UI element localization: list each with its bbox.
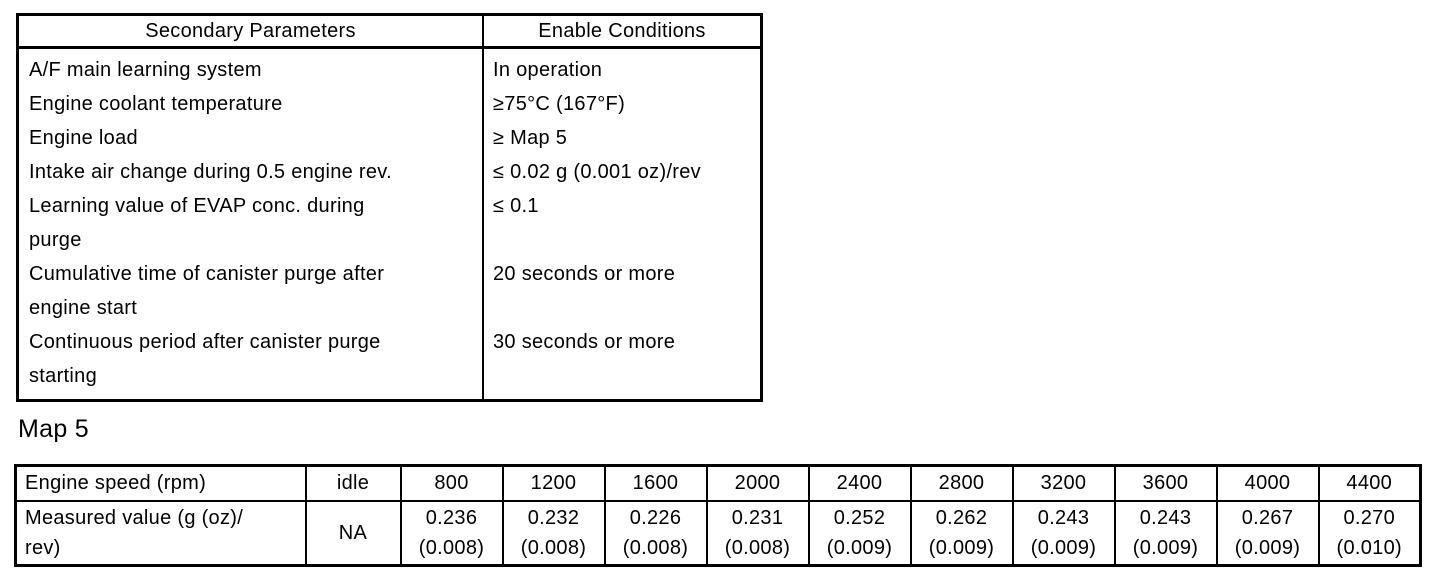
parameter-cell: Engine coolant temperature (19, 87, 484, 121)
table-row: Learning value of EVAP conc. during purg… (19, 189, 760, 257)
engine-speed-cell: 2800 (909, 464, 1014, 502)
engine-speed-cell: 4000 (1215, 464, 1320, 502)
measured-value-cell: 0.262 (0.009) (909, 499, 1014, 567)
secondary-parameters-header: Secondary Parameters (19, 16, 484, 46)
measured-value-cell: 0.270 (0.010) (1317, 499, 1422, 567)
measured-value-cell: 0.231 (0.008) (705, 499, 810, 567)
parameter-cell: A/F main learning system (19, 49, 484, 87)
measured-value-cell: 0.226 (0.008) (603, 499, 708, 567)
measured-value-cell: NA (304, 499, 402, 567)
table-row: Continuous period after canister purge s… (19, 325, 760, 399)
table-row: A/F main learning system In operation (19, 49, 760, 87)
table-row: Engine coolant temperature ≥75°C (167°F) (19, 87, 760, 121)
parameter-cell: Engine load (19, 121, 484, 155)
table-row: Engine load ≥ Map 5 (19, 121, 760, 155)
engine-speed-cell: 2400 (807, 464, 912, 502)
secondary-parameters-table: Secondary Parameters Enable Conditions A… (16, 13, 763, 402)
engine-speed-cell: 1600 (603, 464, 708, 502)
enable-conditions-header: Enable Conditions (538, 20, 706, 42)
secondary-parameters-body: A/F main learning system In operation En… (19, 49, 760, 399)
engine-speed-cell: 3600 (1113, 464, 1218, 502)
measured-value-row: Measured value (g (oz)/ rev) NA 0.236 (0… (14, 499, 1422, 567)
condition-cell: 30 seconds or more (493, 331, 676, 353)
engine-speed-row: Engine speed (rpm) idle 800 1200 1600 20… (14, 464, 1422, 502)
parameter-cell: Cumulative time of canister purge after … (19, 257, 484, 325)
condition-cell: ≤ 0.1 (493, 195, 539, 217)
parameter-cell: Intake air change during 0.5 engine rev. (19, 155, 484, 189)
measured-value-cell: 0.232 (0.008) (501, 499, 606, 567)
table-row: Intake air change during 0.5 engine rev.… (19, 155, 760, 189)
engine-speed-cell: 1200 (501, 464, 606, 502)
measured-value-label: Measured value (g (oz)/ rev) (14, 499, 307, 567)
measured-value-cell: 0.236 (0.008) (399, 499, 504, 567)
condition-cell: ≥75°C (167°F) (493, 93, 626, 115)
measured-value-cell: 0.243 (0.009) (1011, 499, 1116, 567)
map5-table: Engine speed (rpm) idle 800 1200 1600 20… (14, 464, 1422, 567)
condition-cell: 20 seconds or more (493, 263, 676, 285)
engine-speed-label: Engine speed (rpm) (14, 464, 307, 502)
measured-value-cell: 0.267 (0.009) (1215, 499, 1320, 567)
parameter-cell: Learning value of EVAP conc. during purg… (19, 189, 484, 257)
measured-value-cell: 0.243 (0.009) (1113, 499, 1218, 567)
condition-cell: In operation (493, 59, 603, 81)
measured-value-cell: 0.252 (0.009) (807, 499, 912, 567)
engine-speed-cell: idle (304, 464, 402, 502)
engine-speed-cell: 800 (399, 464, 504, 502)
engine-speed-cell: 3200 (1011, 464, 1116, 502)
map5-heading: Map 5 (18, 415, 89, 443)
condition-cell: ≤ 0.02 g (0.001 oz)/rev (493, 161, 701, 183)
condition-cell: ≥ Map 5 (493, 127, 568, 149)
table-row: Cumulative time of canister purge after … (19, 257, 760, 325)
secondary-parameters-header-row: Secondary Parameters Enable Conditions (19, 16, 760, 49)
engine-speed-cell: 4400 (1317, 464, 1422, 502)
engine-speed-cell: 2000 (705, 464, 810, 502)
parameter-cell: Continuous period after canister purge s… (19, 325, 484, 399)
